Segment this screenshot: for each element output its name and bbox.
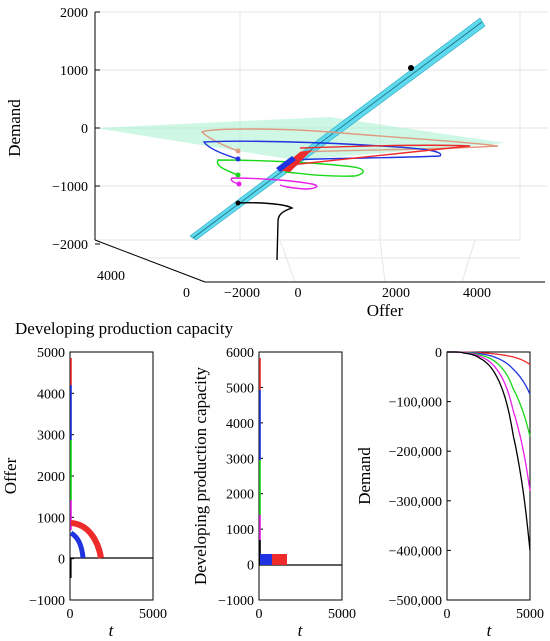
y-tick-label: 4000 <box>226 417 254 432</box>
start-points <box>235 65 414 206</box>
y-tick-label: 4000 <box>37 387 65 402</box>
y-tick-label: 2000 <box>37 470 65 485</box>
x-tick-label: 4000 <box>463 286 491 301</box>
demand-x-label: t <box>487 621 493 640</box>
capacity-blue-band <box>260 554 272 565</box>
y-axis-ticks: 4000 0 <box>97 269 190 301</box>
y-tick-label: 6000 <box>226 346 254 361</box>
offer-red-arc <box>70 520 104 559</box>
z-tick-label: −1000 <box>52 180 88 195</box>
y-tick-label: −300,000 <box>389 495 442 510</box>
capacity-red-band <box>270 554 287 565</box>
capacity-x-label: t <box>298 621 304 640</box>
x-tick-label: 5000 <box>139 607 167 622</box>
z-axis-ticks: 2000 1000 0 −1000 −2000 <box>52 6 100 253</box>
trajectory-black <box>237 202 294 261</box>
x-axis-label: Offer <box>367 301 404 320</box>
y-tick-label: −400,000 <box>389 544 442 559</box>
z-tick-label: 2000 <box>60 6 88 21</box>
y-tick-label: 1000 <box>226 523 254 538</box>
capacity-y-ticks: 6000 5000 4000 3000 2000 1000 0 −1000 <box>218 346 263 609</box>
x-tick-label: 0 <box>295 286 302 301</box>
x-axis-ticks: −2000 0 2000 4000 <box>224 286 491 301</box>
z-tick-label: −2000 <box>52 238 88 253</box>
trajectory-red <box>289 144 471 166</box>
y-tick-label: 3000 <box>37 429 65 444</box>
demand-panel: 0 −100,000 −200,000 −300,000 −400,000 −500,00… <box>355 346 544 640</box>
trajectory-salmon <box>200 128 499 153</box>
capacity-plot-frame <box>258 351 343 601</box>
y-tick-label: −200,000 <box>389 445 442 460</box>
y-tick-label: 4000 <box>97 269 125 284</box>
x-tick-label: 5000 <box>328 607 356 622</box>
x-tick-label: −2000 <box>224 286 260 301</box>
y-axis-line <box>94 239 206 283</box>
offer-y-label: Offer <box>1 457 20 494</box>
demand-y-label: Demand <box>355 447 374 505</box>
demand-plot-frame <box>446 351 531 601</box>
y-tick-label: −100,000 <box>389 396 442 411</box>
demand-series-line <box>447 351 531 551</box>
x-tick-label: 0 <box>67 607 74 622</box>
chart-title: Developing production capacity <box>15 319 234 338</box>
offer-x-ticks: 0 5000 <box>67 596 167 622</box>
z-axis-label: Demand <box>5 99 24 157</box>
offer-y-ticks: 5000 4000 3000 2000 1000 0 −1000 <box>29 346 74 609</box>
y-tick-label: 5000 <box>37 346 65 361</box>
capacity-x-ticks: 0 5000 <box>256 596 356 622</box>
demand-series <box>447 351 531 551</box>
y-tick-label: 0 <box>183 286 190 301</box>
offer-x-label: t <box>109 621 115 640</box>
floor-grid <box>94 239 545 283</box>
y-tick-label: 0 <box>58 553 65 568</box>
x-tick-label: 5000 <box>516 607 544 622</box>
y-tick-label: 0 <box>247 559 254 574</box>
y-tick-label: 1000 <box>37 511 65 526</box>
offer-blue-arc <box>69 530 86 559</box>
x-tick-label: 0 <box>256 607 263 622</box>
offer-plot-frame <box>69 351 154 601</box>
y-tick-label: 3000 <box>226 452 254 467</box>
demand-y-ticks: 0 −100,000 −200,000 −300,000 −400,000 −500,00… <box>389 346 451 609</box>
y-tick-label: 5000 <box>226 381 254 396</box>
equilibrium-ribbon <box>189 17 486 241</box>
trajectory-magenta <box>230 177 318 190</box>
z-tick-label: 0 <box>81 122 88 137</box>
y-tick-label: 2000 <box>226 488 254 503</box>
x-tick-label: 0 <box>444 607 451 622</box>
y-tick-label: −500,000 <box>389 594 442 609</box>
capacity-y-label: Developing production capacity <box>191 366 210 585</box>
z-tick-label: 1000 <box>60 64 88 79</box>
trajectories-3d <box>200 128 499 261</box>
x-tick-label: 2000 <box>382 286 410 301</box>
demand-x-ticks: 0 5000 <box>444 596 544 622</box>
trajectory-green <box>216 159 364 177</box>
y-tick-label: −1000 <box>218 594 254 609</box>
y-tick-label: 0 <box>435 346 442 361</box>
y-tick-label: −1000 <box>29 594 65 609</box>
